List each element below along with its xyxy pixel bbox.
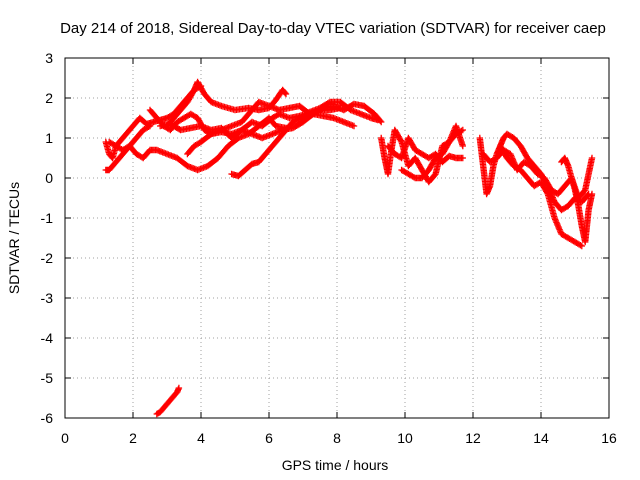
series-arc-m <box>480 146 596 202</box>
y-tick-label: 1 <box>45 130 53 146</box>
y-tick-label: -1 <box>41 210 54 226</box>
data-point <box>577 242 584 249</box>
x-tick-label: 8 <box>333 430 341 446</box>
x-axis-label: GPS time / hours <box>282 457 389 473</box>
data-points <box>102 78 596 418</box>
data-point <box>175 384 183 392</box>
x-tick-label: 0 <box>61 430 69 446</box>
chart-title: Day 214 of 2018, Sidereal Day-to-day VTE… <box>60 20 606 37</box>
y-tick-label: -4 <box>41 330 54 346</box>
data-point <box>377 117 384 125</box>
series-arc-n <box>497 142 585 250</box>
y-tick-labels: -6 -5 -4 -3 -2 -1 0 1 2 3 <box>41 50 54 426</box>
x-tick-label: 6 <box>265 430 273 446</box>
data-point <box>578 242 585 250</box>
data-point <box>458 127 465 134</box>
y-axis-label: SDTVAR / TECUs <box>6 182 22 294</box>
y-tick-label: -2 <box>41 250 54 266</box>
data-point <box>588 154 596 162</box>
data-point <box>350 122 358 130</box>
x-tick-label: 12 <box>465 430 481 446</box>
data-point <box>459 142 466 150</box>
y-tick-label: -6 <box>41 410 54 426</box>
x-tick-labels: 0 2 4 6 8 10 12 14 16 <box>61 430 617 446</box>
y-tick-label: -3 <box>41 290 54 306</box>
x-tick-label: 10 <box>397 430 413 446</box>
series-arc-h <box>228 110 358 180</box>
data-point <box>543 189 551 196</box>
data-point <box>282 90 290 98</box>
grid <box>65 58 609 418</box>
data-point <box>397 137 405 144</box>
x-tick-label: 14 <box>533 430 549 446</box>
data-point <box>459 126 466 134</box>
data-point <box>459 154 466 162</box>
y-tick-label: 0 <box>45 170 53 186</box>
x-tick-label: 4 <box>197 430 205 446</box>
data-point <box>588 190 596 198</box>
y-tick-label: -5 <box>41 370 54 386</box>
data-point <box>337 104 344 112</box>
data-point <box>378 118 385 126</box>
data-point <box>281 89 289 97</box>
y-tick-label: 2 <box>45 90 53 106</box>
series-arc-k <box>398 126 466 182</box>
series-arc-g <box>184 98 344 158</box>
x-tick-label: 16 <box>601 430 617 446</box>
series-arc-o <box>558 154 596 246</box>
series-arc-e <box>163 78 290 130</box>
series-arc-p <box>153 384 183 418</box>
x-tick-label: 2 <box>129 430 137 446</box>
data-point <box>146 122 154 130</box>
y-tick-label: 3 <box>45 50 53 66</box>
data-point <box>145 123 152 130</box>
tick-marks <box>64 57 610 419</box>
